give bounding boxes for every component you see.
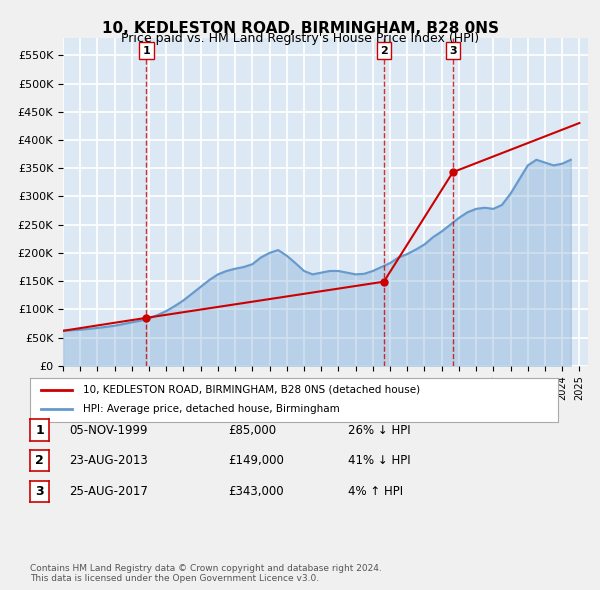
Text: £85,000: £85,000 (228, 424, 276, 437)
Text: 2: 2 (380, 46, 388, 56)
Text: 4% ↑ HPI: 4% ↑ HPI (348, 485, 403, 498)
Text: 10, KEDLESTON ROAD, BIRMINGHAM, B28 0NS (detached house): 10, KEDLESTON ROAD, BIRMINGHAM, B28 0NS … (83, 385, 420, 395)
Text: 23-AUG-2013: 23-AUG-2013 (69, 454, 148, 467)
Text: Contains HM Land Registry data © Crown copyright and database right 2024.
This d: Contains HM Land Registry data © Crown c… (30, 563, 382, 583)
Text: 10, KEDLESTON ROAD, BIRMINGHAM, B28 0NS: 10, KEDLESTON ROAD, BIRMINGHAM, B28 0NS (101, 21, 499, 35)
Text: £343,000: £343,000 (228, 485, 284, 498)
Text: £149,000: £149,000 (228, 454, 284, 467)
Text: 25-AUG-2017: 25-AUG-2017 (69, 485, 148, 498)
Text: HPI: Average price, detached house, Birmingham: HPI: Average price, detached house, Birm… (83, 405, 340, 414)
Text: Price paid vs. HM Land Registry's House Price Index (HPI): Price paid vs. HM Land Registry's House … (121, 32, 479, 45)
Text: 41% ↓ HPI: 41% ↓ HPI (348, 454, 410, 467)
Text: 1: 1 (35, 424, 44, 437)
Text: 3: 3 (35, 485, 44, 498)
Text: 1: 1 (143, 46, 151, 56)
Text: 26% ↓ HPI: 26% ↓ HPI (348, 424, 410, 437)
Text: 3: 3 (449, 46, 457, 56)
Text: 2: 2 (35, 454, 44, 467)
Text: 05-NOV-1999: 05-NOV-1999 (69, 424, 148, 437)
